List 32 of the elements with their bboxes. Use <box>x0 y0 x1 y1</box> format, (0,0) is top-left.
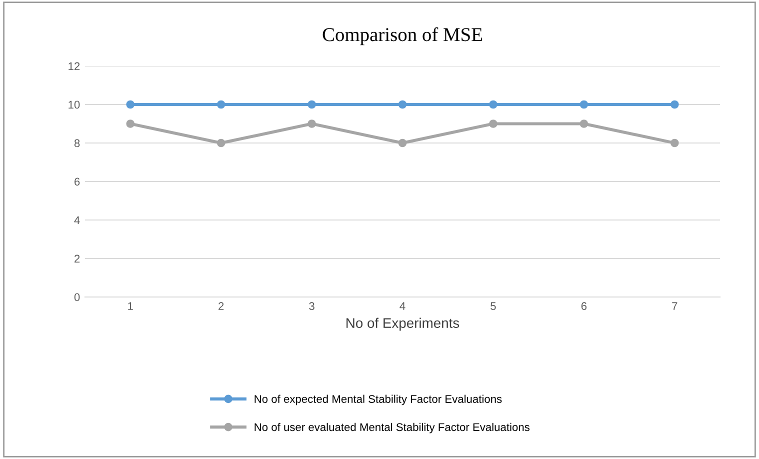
y-tick-label: 0 <box>74 293 80 302</box>
point <box>126 100 135 109</box>
chart-title: Comparison of MSE <box>322 27 482 46</box>
point <box>489 120 498 128</box>
point <box>580 100 588 109</box>
x-tick-label: 7 <box>672 302 678 310</box>
point <box>670 100 679 109</box>
point <box>580 120 588 128</box>
y-tick-label: 12 <box>68 62 80 70</box>
point <box>308 120 316 128</box>
x-tick-label: 3 <box>309 302 314 310</box>
point <box>489 100 498 109</box>
x-tick-label: 5 <box>490 302 496 310</box>
x-axis-title: No of Experiments <box>346 318 460 331</box>
point <box>308 100 316 109</box>
point <box>670 138 679 148</box>
y-tick-label: 2 <box>74 254 80 263</box>
x-tick-label: 6 <box>581 302 587 310</box>
x-tick-label: 4 <box>400 302 406 310</box>
point <box>398 138 407 148</box>
y-tick-label: 6 <box>74 178 80 186</box>
y-tick-label: 8 <box>74 139 80 148</box>
point <box>398 100 407 109</box>
point <box>216 138 226 148</box>
x-tick-label: 1 <box>128 302 133 310</box>
legend-label: No of expected Mental Stability Factor Evaluations <box>254 394 502 406</box>
y-tick-label: 4 <box>74 216 80 224</box>
x-tick-label: 2 <box>218 302 224 310</box>
y-tick-label: 10 <box>68 100 80 109</box>
point <box>216 100 226 109</box>
legend-label: No of user evaluated Mental Stability Factor Evaluations <box>254 422 530 434</box>
point <box>126 120 135 128</box>
